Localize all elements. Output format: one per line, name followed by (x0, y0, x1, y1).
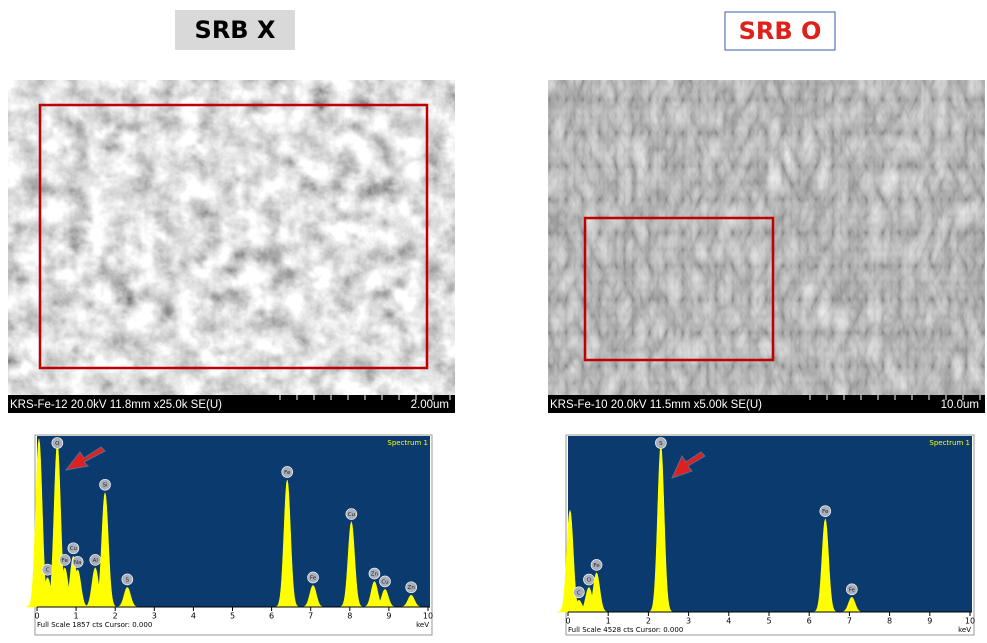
x-tick-label: 5 (766, 617, 771, 626)
peak-label: Fe (822, 509, 829, 515)
peak-label: Fe (849, 587, 856, 593)
peak-label: Cu (348, 512, 355, 518)
panel-label: SRB X (195, 16, 276, 44)
peak-label: O (587, 578, 592, 584)
peak-label: Na (74, 560, 82, 566)
peak-label: S (659, 441, 663, 447)
peak-label: Zn (408, 585, 416, 591)
x-axis-label: keV (958, 626, 971, 634)
x-tick-label: 3 (152, 612, 157, 621)
x-tick-label: 10 (423, 612, 433, 621)
sem-image (548, 80, 985, 395)
x-tick-label: 9 (386, 612, 391, 621)
peak-label: Si (103, 483, 108, 489)
spectrum-footer: Full Scale 1857 cts Cursor: 0.000 (37, 621, 152, 629)
sem-image (8, 80, 455, 395)
x-tick-label: 10 (965, 617, 975, 626)
x-tick-label: 3 (686, 617, 691, 626)
x-tick-label: 7 (308, 612, 313, 621)
x-tick-label: 2 (113, 612, 118, 621)
x-tick-label: 7 (847, 617, 852, 626)
spectrum-title: Spectrum 1 (929, 439, 970, 447)
x-tick-label: 8 (347, 612, 352, 621)
panel-label: SRB O (739, 17, 822, 45)
peak-label: Al (93, 558, 99, 564)
x-axis-label: keV (416, 621, 429, 629)
x-tick-label: 8 (887, 617, 892, 626)
peak-label: C (577, 590, 581, 596)
sem-caption: KRS-Fe-12 20.0kV 11.8mm x25.0k SE(U) (10, 399, 222, 411)
x-tick-label: 9 (927, 617, 932, 626)
spectrum-title: Spectrum 1 (387, 439, 428, 447)
peak-label: C (46, 568, 50, 574)
peak-label: Fe (62, 558, 69, 564)
figure: SRB X KRS-Fe-12 20.0kV 11.8mm x25.0k SE(U… (0, 0, 987, 639)
x-tick-label: 1 (606, 617, 611, 626)
x-tick-label: 0 (565, 617, 570, 626)
peak-label: Cu (381, 579, 388, 585)
peak-label: O (55, 441, 60, 447)
scale-bar-label: 10.0um (941, 399, 979, 411)
peak-label: Fe (310, 575, 317, 581)
peak-label: Cu (70, 546, 77, 552)
x-tick-label: 6 (269, 612, 274, 621)
peak-label: Zn (371, 572, 379, 578)
peak-label: Fe (593, 563, 600, 569)
x-tick-label: 6 (807, 617, 812, 626)
x-tick-label: 4 (726, 617, 731, 626)
x-tick-label: 2 (646, 617, 651, 626)
peak-label: S (126, 577, 130, 583)
x-tick-label: 5 (230, 612, 235, 621)
x-tick-label: 4 (191, 612, 196, 621)
x-tick-label: 1 (74, 612, 79, 621)
plot-area (568, 436, 972, 612)
x-tick-label: 0 (34, 612, 39, 621)
spectrum-footer: Full Scale 4528 cts Cursor: 0.000 (568, 626, 683, 634)
sem-caption: KRS-Fe-10 20.0kV 11.5mm x5.00k SE(U) (550, 399, 762, 411)
peak-label: Fe (284, 470, 291, 476)
scale-bar-label: 2.00um (411, 399, 449, 411)
